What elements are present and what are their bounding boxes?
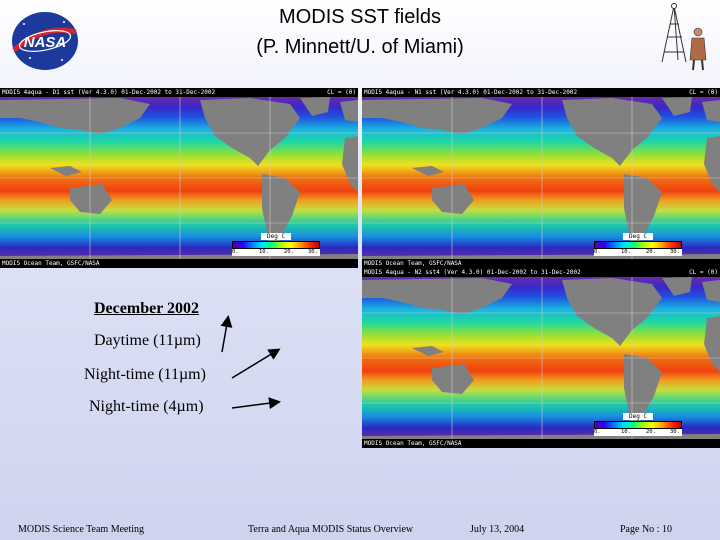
page-title-line2: (P. Minnett/U. of Miami) — [256, 36, 464, 58]
tick-label: 30. — [670, 249, 680, 255]
map-header-text: MODIS 4aqua - D1 sst (Ver 4.3.0) 01-Dec-… — [2, 89, 216, 96]
sst-map-daytime: MODIS 4aqua - D1 sst (Ver 4.3.0) 01-Dec-… — [0, 88, 358, 268]
footer-date: July 13, 2004 — [470, 524, 525, 535]
map-header-text: MODIS 4aqua - N1 sst (Ver 4.3.0) 01-Dec-… — [364, 89, 578, 96]
colorbar-unit: Deg C — [623, 233, 653, 240]
page-title-line1: MODIS SST fields — [279, 6, 441, 28]
map-header-cl: CL = (0) — [327, 89, 356, 96]
colorbar: Deg C 0. 10. 20. 30. — [232, 233, 320, 256]
tick-label: 10. — [621, 249, 631, 255]
legend-night11: Night-time (11µm) — [84, 366, 206, 383]
tick-label: 0. — [594, 429, 601, 435]
tick-label: 20. — [646, 249, 656, 255]
colorbar: Deg C 0. 10. 20. 30. — [594, 233, 682, 256]
map-credit: MODIS Ocean Team, GSFC/NASA — [2, 260, 100, 267]
map-credit: MODIS Ocean Team, GSFC/NASA — [364, 260, 462, 267]
arrow-night11 — [231, 348, 281, 379]
arrow-night4 — [231, 397, 281, 410]
colorbar: Deg C 0. 10. 20. 30. — [594, 413, 682, 436]
tick-label: 30. — [308, 249, 318, 255]
sst-map-image — [362, 276, 720, 448]
map-header-cl: CL = (0) — [689, 269, 718, 276]
colorbar-unit: Deg C — [623, 413, 653, 420]
legend-daytime: Daytime (11µm) — [94, 332, 201, 349]
nasa-logo-icon: NASA — [12, 12, 78, 70]
legend-heading: December 2002 — [94, 300, 199, 317]
map-header-text: MODIS 4aqua - N2 sst4 (Ver 4.3.0) 01-Dec… — [364, 269, 581, 276]
sst-map-image — [0, 96, 358, 268]
instrument-observer-icon — [661, 3, 707, 71]
nasa-logo-text: NASA — [24, 34, 67, 51]
colorbar-unit: Deg C — [261, 233, 291, 240]
footer-meeting: MODIS Science Team Meeting — [18, 524, 145, 535]
sst-map-night11: MODIS 4aqua - N1 sst (Ver 4.3.0) 01-Dec-… — [362, 88, 720, 268]
footer-overview: Terra and Aqua MODIS Status Overview — [248, 524, 414, 535]
arrow-daytime — [220, 315, 233, 353]
tick-label: 10. — [621, 429, 631, 435]
tick-label: 10. — [259, 249, 269, 255]
footer-page-number: Page No : 10 — [620, 524, 672, 535]
tick-label: 30. — [670, 429, 680, 435]
tick-label: 0. — [232, 249, 239, 255]
tick-label: 20. — [284, 249, 294, 255]
tick-label: 20. — [646, 429, 656, 435]
legend-night4: Night-time (4µm) — [89, 398, 204, 415]
tick-label: 0. — [594, 249, 601, 255]
sst-map-night4: MODIS 4aqua - N2 sst4 (Ver 4.3.0) 01-Dec… — [362, 268, 720, 448]
sst-map-image — [362, 96, 720, 268]
map-credit: MODIS Ocean Team, GSFC/NASA — [364, 440, 462, 447]
map-header-cl: CL = (0) — [689, 89, 718, 96]
